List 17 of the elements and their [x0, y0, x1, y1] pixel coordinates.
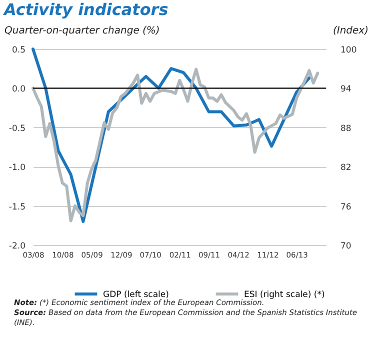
y2-tick-label: 82 — [340, 163, 352, 174]
legend-label: GDP (left scale) — [103, 290, 169, 300]
y2-tick-label: 100 — [340, 46, 357, 56]
y2-axis-title: (Index) — [332, 26, 368, 36]
y2-tick-label: 94 — [340, 84, 352, 95]
legend-label: ESI (right scale) (*) — [244, 290, 325, 300]
y2-tick-label: 70 — [340, 242, 352, 252]
y-tick-label: -0.5 — [8, 124, 26, 134]
chart-title: Activity indicators — [4, 0, 168, 19]
y-tick-label: -2.0 — [8, 242, 26, 252]
y2-tick-label: 76 — [340, 202, 352, 212]
y-axis-title: Quarter-on-quarter change (%) — [4, 26, 160, 36]
y-tick-label: 0.5 — [12, 46, 26, 56]
y-tick-label: -1.5 — [8, 202, 26, 212]
y-tick-label: 0.0 — [12, 84, 26, 95]
y2-tick-label: 88 — [340, 124, 352, 134]
y-tick-label: -1.0 — [8, 163, 26, 174]
